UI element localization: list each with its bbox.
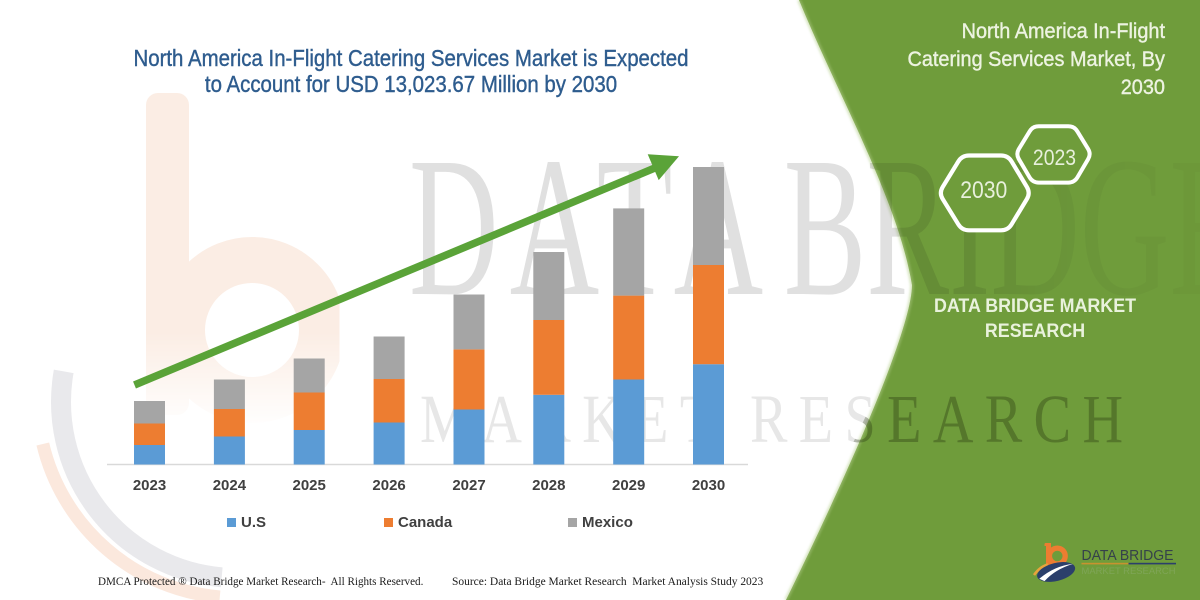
svg-text:DATA BRIDGE: DATA BRIDGE [1082,547,1174,564]
svg-text:MARKET RESEARCH: MARKET RESEARCH [1082,566,1176,576]
